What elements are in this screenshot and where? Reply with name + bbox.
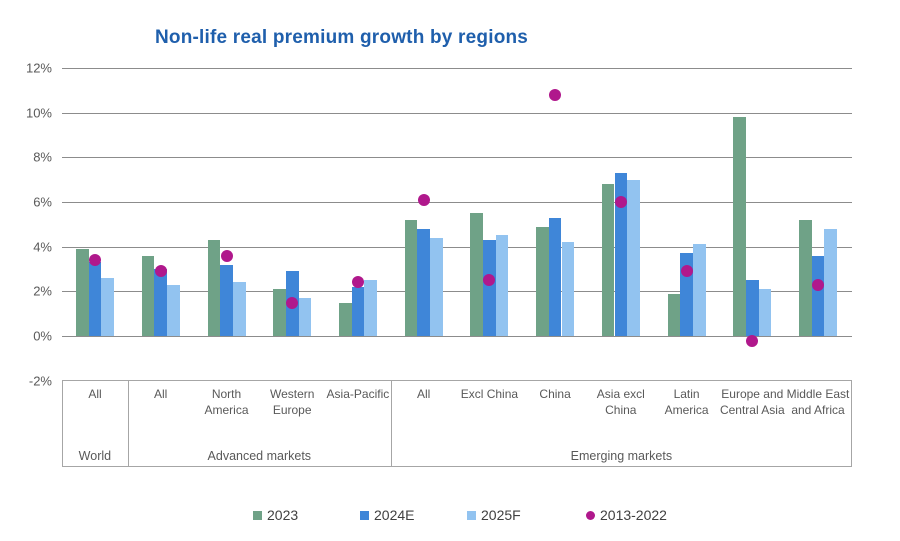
category-section-divider: [127, 380, 129, 467]
bar-2025F-North-America: [232, 282, 246, 336]
bar-2023-All: [141, 255, 155, 336]
legend-label: 2023: [267, 507, 299, 523]
dot-2013-2022-Western-Europe: [286, 296, 299, 309]
y-axis-tick-label: 4%: [33, 239, 52, 255]
legend: 2023 2024E 2025F 2013-2022: [0, 505, 900, 533]
y-axis-tick-label: 10%: [25, 105, 52, 120]
dot-2013-2022-North-America: [220, 249, 233, 262]
legend-label: 2025F: [481, 507, 521, 523]
dot-2013-2022-Asia-excl-China: [614, 195, 627, 208]
bar-2023-Excl-China: [470, 213, 484, 336]
category-label: China: [539, 387, 571, 401]
legend-label: 2024E: [374, 507, 415, 523]
bar-2025F-Asia-excl-China: [627, 179, 640, 336]
category-section-divider: [390, 380, 392, 467]
dot-2013-2022-Asia-Pacific: [351, 276, 364, 289]
bar-2024E-All: [417, 228, 431, 336]
bar-2023-Latin-America: [667, 293, 681, 336]
dot-2013-2022-Excl-China: [483, 274, 496, 287]
chart-title: Non-life real premium growth by regions: [155, 27, 529, 48]
category-label: All: [417, 387, 431, 401]
dot-2013-2022-All: [154, 265, 167, 278]
bar-2025F-Latin-America: [693, 244, 706, 336]
bar-2025F-Asia-Pacific: [364, 280, 377, 336]
y-axis-tick-label: 12%: [25, 60, 52, 76]
dot-2013-2022-All: [89, 254, 101, 266]
y-axis-tick-label: -2%: [28, 373, 52, 389]
bar-2023-Europe-and-Central-Asia: [733, 117, 746, 336]
category-axis-box: [62, 380, 852, 467]
category-label: Western Europe: [269, 387, 315, 418]
bar-2024E-All: [88, 262, 102, 336]
legend-item-2025F: 2025F: [467, 505, 521, 525]
legend-item-2024E: 2024E: [360, 505, 414, 525]
legend-item-2013-2022: 2013-2022: [586, 505, 667, 525]
category-label: Latin America: [664, 387, 709, 418]
category-label: North America: [204, 387, 249, 418]
y-axis-tick-label: 6%: [33, 194, 52, 210]
bar-2023-China: [536, 226, 549, 336]
category-label: Europe and Central Asia: [719, 387, 785, 418]
bar-2023-Middle-East-and-Africa: [799, 219, 812, 336]
legend-square-marker: [467, 510, 476, 520]
category-label: Asia excl China: [596, 387, 645, 418]
dot-2013-2022-Middle-East-and-Africa: [812, 278, 824, 291]
category-label: All: [154, 387, 168, 401]
dot-2013-2022-Europe-and-Central-Asia: [746, 334, 759, 347]
gridline: [62, 246, 852, 248]
bar-2023-Asia-excl-China: [601, 184, 615, 336]
bar-2025F-Excl-China: [495, 235, 509, 336]
gridline: [62, 112, 852, 114]
legend-dot-marker: [586, 510, 595, 520]
bar-2025F-Europe-and-Central-Asia: [758, 289, 772, 336]
category-label: All: [88, 387, 102, 401]
legend-label: 2013-2022: [600, 507, 667, 523]
bar-2023-Western-Europe: [273, 289, 286, 336]
y-axis-tick-label: 2%: [33, 283, 52, 299]
bar-2024E-Middle-East-and-Africa: [811, 255, 825, 336]
bar-2023-Asia-Pacific: [338, 302, 352, 336]
bar-2024E-North-America: [220, 264, 233, 336]
category-label: Excl China: [460, 387, 519, 401]
dot-2013-2022-China: [549, 88, 562, 101]
bar-2025F-Western-Europe: [298, 298, 312, 336]
legend-square-marker: [253, 510, 262, 520]
bar-2023-All: [76, 248, 89, 336]
bar-2024E-Asia-Pacific: [351, 286, 365, 336]
y-axis-tick-label: 0%: [33, 328, 52, 344]
dot-2013-2022-All: [417, 193, 430, 206]
category-label: Middle East and Africa: [786, 387, 850, 418]
section-label-world: World: [78, 449, 112, 463]
bar-2024E-Asia-excl-China: [614, 172, 628, 336]
bar-2024E-China: [548, 217, 562, 336]
dot-2013-2022-Latin-America: [680, 265, 693, 278]
bar-2024E-Excl-China: [483, 239, 496, 336]
gridline: [62, 201, 852, 203]
category-label: Asia-Pacific: [326, 387, 390, 401]
legend-square-marker: [360, 510, 369, 520]
bar-2024E-All: [154, 268, 168, 336]
y-axis-tick-label: 8%: [33, 149, 52, 165]
gridline: [62, 291, 852, 293]
bar-2025F-All: [101, 277, 115, 336]
bar-2023-All: [404, 219, 418, 336]
section-label-emerging-markets: Emerging markets: [570, 449, 673, 463]
gridline: [62, 67, 852, 69]
bar-2025F-All: [167, 284, 180, 336]
section-label-advanced-markets: Advanced markets: [207, 449, 312, 463]
gridline: [62, 157, 852, 159]
legend-item-2023: 2023: [253, 505, 298, 525]
bar-2025F-China: [561, 242, 575, 336]
bar-2025F-All: [430, 237, 443, 336]
bar-2023-North-America: [207, 239, 221, 336]
bar-2025F-Middle-East-and-Africa: [824, 228, 838, 336]
gridline: [62, 336, 852, 337]
bar-2024E-Europe-and-Central-Asia: [746, 280, 759, 336]
